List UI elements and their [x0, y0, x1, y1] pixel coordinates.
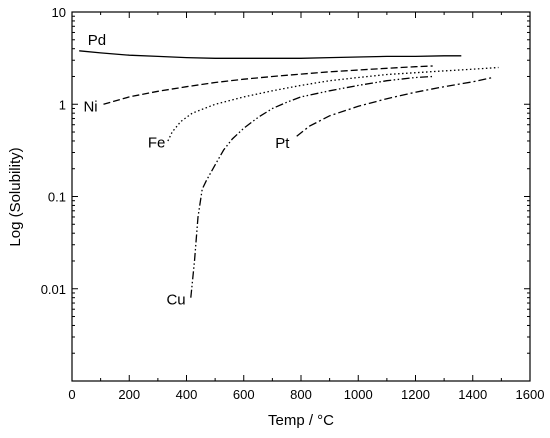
x-tick-label: 800	[290, 387, 312, 402]
plot-frame	[71, 11, 531, 382]
x-tick-label: 600	[233, 387, 255, 402]
y-tick-label: 0.1	[48, 190, 66, 205]
series-line-ni	[103, 65, 433, 105]
axis-ticks	[71, 12, 531, 382]
y-axis-title: Log (Solubility)	[7, 147, 24, 246]
series-line-pd	[79, 50, 462, 59]
series-label-pt: Pt	[275, 135, 290, 152]
series-label-ni: Ni	[83, 98, 97, 115]
series-labels: Pd Ni Fe Cu Pt	[83, 32, 290, 309]
y-tick-label: 1	[59, 97, 66, 112]
x-tick-label: 1400	[458, 387, 487, 402]
series-line-pt	[296, 76, 493, 137]
x-tick-label: 0	[68, 387, 75, 402]
x-tick-label: 1000	[344, 387, 373, 402]
axis-tick-labels: 0 200 400 600 800 1000 1200 1400 1600 0.01 0.1 1 10	[41, 5, 545, 402]
y-tick-label: 10	[52, 5, 66, 20]
series-label-pd: Pd	[88, 32, 106, 49]
x-tick-label: 200	[118, 387, 140, 402]
y-tick-label: 0.01	[41, 282, 66, 297]
series-curves	[79, 50, 499, 298]
series-label-cu: Cu	[166, 292, 185, 309]
x-tick-label: 400	[176, 387, 198, 402]
x-tick-label: 1200	[401, 387, 430, 402]
x-tick-label: 1600	[516, 387, 545, 402]
series-label-fe: Fe	[148, 134, 166, 151]
x-axis-title: Temp / °C	[268, 412, 334, 429]
series-line-cu	[190, 75, 433, 298]
series-line-fe	[167, 66, 499, 142]
